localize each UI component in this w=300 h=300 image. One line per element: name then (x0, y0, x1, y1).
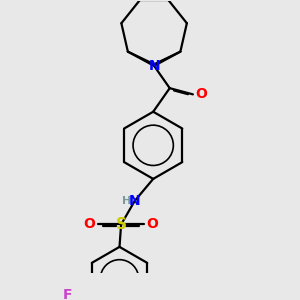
Text: S: S (116, 217, 127, 232)
Text: O: O (147, 218, 159, 232)
Text: O: O (195, 87, 207, 101)
Text: F: F (63, 288, 73, 300)
Text: H: H (122, 196, 131, 206)
Text: O: O (84, 218, 95, 232)
Text: N: N (129, 194, 140, 208)
Text: N: N (148, 59, 160, 73)
